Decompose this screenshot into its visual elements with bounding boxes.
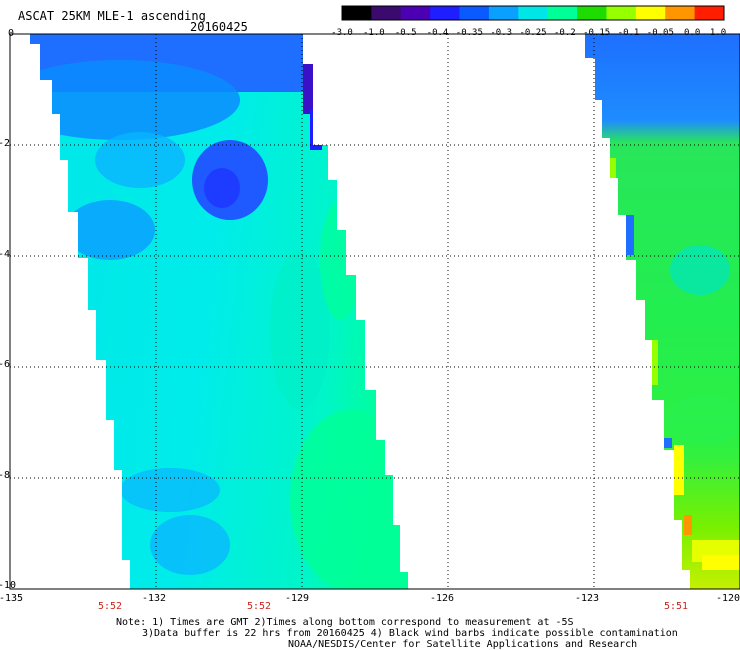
colorbar-swatch xyxy=(488,6,519,20)
lon-label: -120 xyxy=(715,593,740,604)
lon-label: -123 xyxy=(574,593,600,604)
colorbar-swatch xyxy=(430,6,461,20)
colorbar-swatch xyxy=(342,6,372,20)
colorbar-tick-label: -0.25 xyxy=(519,28,547,38)
colorbar-tick-label: -0.05 xyxy=(646,28,674,38)
colorbar-swatch xyxy=(577,6,607,20)
colorbar-swatch xyxy=(518,6,549,20)
lon-label: -132 xyxy=(141,593,167,604)
colorbar-swatch xyxy=(665,6,696,20)
colorbar-swatch xyxy=(606,6,637,20)
colorbar-swatch xyxy=(547,6,578,20)
colorbar-swatch xyxy=(694,6,725,20)
lat-label: -6 xyxy=(0,359,10,370)
colorbar-tick-label: -3.0 xyxy=(331,28,353,38)
lat-label: -10 xyxy=(0,580,17,591)
time-label: 5:52 xyxy=(246,601,272,612)
colorbar-tick-label: -0.5 xyxy=(394,28,417,38)
lat-label: -8 xyxy=(0,470,10,481)
graticule xyxy=(9,33,740,590)
colorbar-tick-label: -0.4 xyxy=(426,28,449,38)
product-title: ASCAT 25KM MLE-1 ascending xyxy=(18,9,206,23)
note-line-3: NOAA/NESDIS/Center for Satellite Applica… xyxy=(288,639,638,650)
time-label: 5:51 xyxy=(663,601,689,612)
lon-label: -129 xyxy=(284,593,310,604)
colorbar-swatch xyxy=(371,6,402,20)
colorbar-tick-label: 1.0 xyxy=(709,28,727,38)
note-line-1: Note: 1) Times are GMT 2)Times along bot… xyxy=(116,617,574,628)
left-swath xyxy=(30,34,408,589)
product-date: 20160425 xyxy=(190,20,248,34)
colorbar-frame xyxy=(341,5,725,21)
time-label: 5:52 xyxy=(97,601,123,612)
colorbar-tick-label: -0.2 xyxy=(553,28,576,38)
colorbar xyxy=(341,5,725,21)
colorbar-tick-label: -0.35 xyxy=(455,28,483,38)
colorbar-swatch xyxy=(400,6,431,20)
right-swath xyxy=(585,34,740,589)
lon-label: -126 xyxy=(429,593,455,604)
colorbar-tick-label: -0.3 xyxy=(490,28,512,38)
lat-label: -4 xyxy=(0,249,10,260)
colorbar-tick-label: 0.0 xyxy=(684,28,701,38)
lon-label: -135 xyxy=(0,593,24,604)
colorbar-tick-label: -1.0 xyxy=(362,28,385,38)
note-line-2: 3)Data buffer is 22 hrs from 20160425 4)… xyxy=(142,628,678,639)
colorbar-swatch xyxy=(459,6,490,20)
colorbar-tick-label: -0.15 xyxy=(583,28,611,38)
lat-label: 0 xyxy=(7,28,14,39)
colorbar-tick-label: -0.1 xyxy=(617,28,640,38)
colorbar-swatch xyxy=(635,6,666,20)
lat-label: -2 xyxy=(0,138,10,149)
